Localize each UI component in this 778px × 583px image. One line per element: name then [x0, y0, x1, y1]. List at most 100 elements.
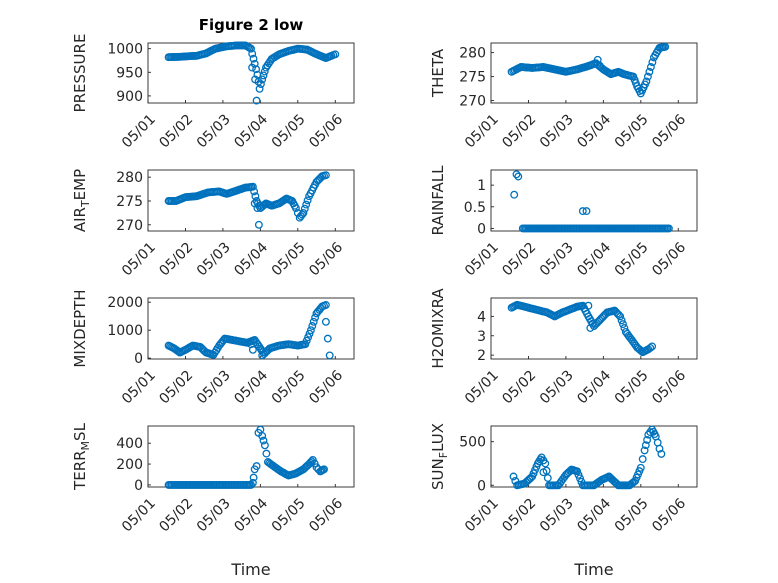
- y-tick-label: 200: [116, 457, 143, 473]
- x-tick-label: 05/05: [612, 240, 652, 280]
- figure-title: Figure 2 low: [199, 16, 304, 34]
- data-point: [619, 320, 627, 329]
- y-axis-label: MIXDEPTH: [71, 289, 89, 367]
- data-point: [321, 301, 330, 309]
- x-tick-label: 05/02: [499, 496, 539, 536]
- data-point: [253, 204, 262, 213]
- y-tick-label: 0: [134, 478, 143, 494]
- data-point: [648, 58, 657, 67]
- x-tick-label: 05/01: [462, 240, 502, 280]
- data-point: [643, 72, 652, 81]
- y-tick-label: 500: [459, 435, 486, 451]
- x-tick-label: 05/04: [231, 367, 271, 407]
- y-tick-label: 0: [477, 221, 486, 237]
- data-point: [576, 474, 584, 483]
- x-tick-label: 05/04: [574, 111, 614, 151]
- data-point: [252, 65, 261, 74]
- x-axis-label-left: Time: [230, 560, 270, 579]
- data-point: [305, 329, 314, 338]
- data-point: [252, 96, 261, 105]
- x-tick-label: 05/06: [306, 111, 346, 151]
- x-tick-label: 05/02: [499, 240, 539, 280]
- x-axis-label-right: Time: [573, 560, 613, 579]
- data-point: [638, 455, 647, 464]
- y-tick-label: 2: [477, 348, 486, 364]
- data-point: [251, 75, 260, 84]
- data-point: [303, 196, 312, 205]
- x-tick-label: 05/03: [194, 368, 234, 408]
- y-tick-label: 275: [459, 70, 486, 86]
- x-tick-label: 05/01: [462, 368, 502, 408]
- y-tick-label: 1000: [107, 42, 143, 58]
- x-tick-label: 05/02: [156, 240, 196, 280]
- y-tick-label: 0: [134, 351, 143, 367]
- y-axis-label: TERRMSL: [71, 422, 92, 491]
- data-point: [637, 347, 646, 355]
- y-tick-label: 275: [116, 194, 143, 210]
- data-point: [262, 449, 271, 458]
- y-tick-label: 4: [477, 309, 486, 325]
- x-tick-label: 05/01: [119, 240, 159, 280]
- data-point: [661, 42, 670, 51]
- data-point: [586, 324, 595, 332]
- x-tick-label: 05/04: [574, 239, 614, 279]
- x-tick-label: 05/01: [462, 112, 502, 152]
- data-point: [582, 207, 591, 216]
- data-series: [164, 41, 340, 105]
- x-tick-label: 05/03: [537, 368, 577, 408]
- x-tick-label: 05/06: [306, 239, 346, 279]
- x-tick-label: 05/02: [499, 112, 539, 152]
- data-point: [299, 208, 308, 217]
- data-point: [309, 317, 318, 326]
- data-point: [657, 449, 666, 458]
- x-tick-label: 05/06: [649, 239, 689, 279]
- data-point: [259, 436, 268, 445]
- y-axis-label: SUNFLUX: [429, 423, 450, 490]
- data-point: [310, 459, 319, 468]
- data-series: [507, 42, 670, 98]
- x-tick-label: 05/02: [156, 496, 196, 536]
- axes-frame: [490, 42, 698, 104]
- x-tick-label: 05/03: [537, 240, 577, 280]
- data-point: [255, 84, 264, 93]
- data-point: [646, 63, 655, 71]
- data-point: [648, 342, 657, 351]
- data-point: [301, 340, 310, 349]
- data-point: [331, 50, 340, 59]
- y-tick-label: 280: [116, 170, 143, 186]
- data-point: [320, 465, 328, 474]
- x-tick-label: 05/04: [574, 367, 614, 407]
- data-point: [247, 44, 255, 53]
- y-tick-label: 900: [116, 89, 143, 105]
- x-tick-label: 05/06: [649, 111, 689, 151]
- data-point: [584, 301, 593, 310]
- data-point: [643, 435, 652, 444]
- data-point: [249, 54, 258, 63]
- x-tick-label: 05/04: [231, 239, 271, 279]
- x-tick-label: 05/05: [269, 496, 309, 536]
- y-tick-label: 0.5: [464, 200, 486, 216]
- y-tick-label: 400: [116, 436, 143, 452]
- data-point: [645, 67, 654, 76]
- data-point: [300, 204, 309, 213]
- x-tick-label: 05/03: [194, 112, 234, 152]
- data-point: [323, 334, 332, 343]
- data-point: [655, 444, 664, 453]
- x-tick-label: 05/05: [612, 368, 652, 408]
- y-tick-label: 3: [477, 329, 486, 345]
- data-point: [646, 343, 655, 352]
- data-point: [642, 77, 651, 86]
- y-axis-label: PRESSURE: [71, 34, 89, 113]
- x-tick-label: 05/06: [306, 367, 346, 407]
- x-tick-label: 05/01: [119, 112, 159, 152]
- x-tick-label: 05/05: [269, 240, 309, 280]
- y-tick-label: 1: [477, 178, 486, 194]
- data-point: [251, 192, 260, 201]
